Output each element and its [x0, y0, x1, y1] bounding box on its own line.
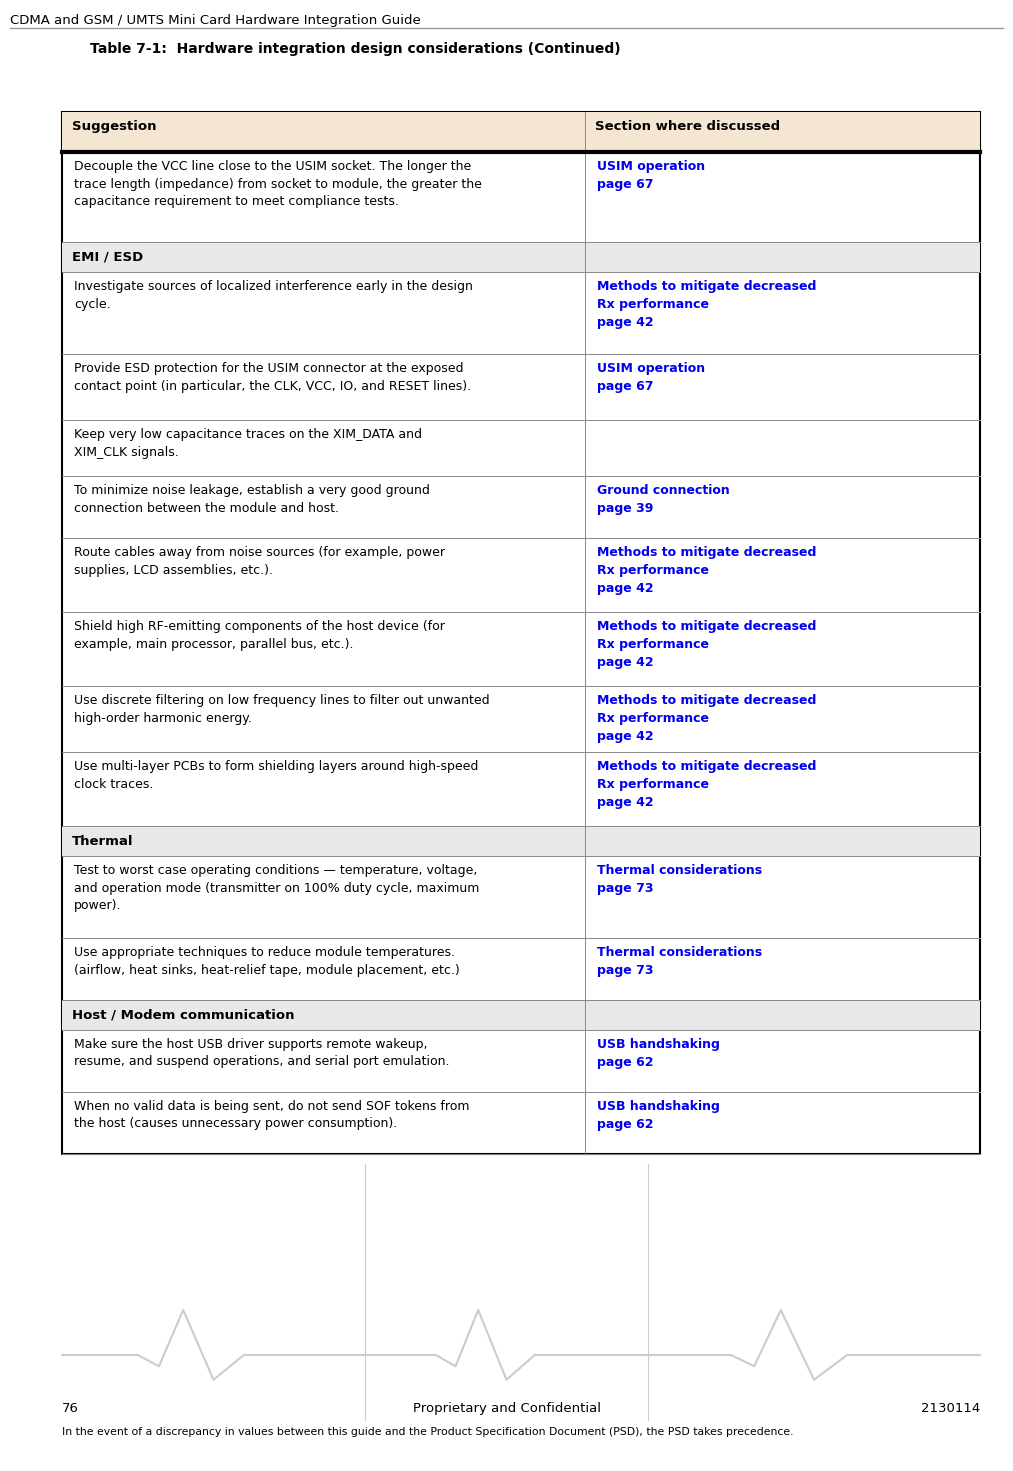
Text: Test to worst case operating conditions — temperature, voltage,
and operation mo: Test to worst case operating conditions … — [74, 863, 479, 912]
Text: Suggestion: Suggestion — [72, 121, 156, 132]
Text: Investigate sources of localized interference early in the design
cycle.: Investigate sources of localized interfe… — [74, 279, 473, 310]
Text: When no valid data is being sent, do not send SOF tokens from
the host (causes u: When no valid data is being sent, do not… — [74, 1100, 469, 1131]
Text: Use appropriate techniques to reduce module temperatures.
(airflow, heat sinks, : Use appropriate techniques to reduce mod… — [74, 946, 460, 977]
Text: 76: 76 — [62, 1402, 79, 1415]
Text: Table 7-1:  Hardware integration design considerations (Continued): Table 7-1: Hardware integration design c… — [90, 43, 621, 56]
Text: Methods to mitigate decreased
Rx performance
page 42: Methods to mitigate decreased Rx perform… — [597, 619, 816, 669]
Text: Section where discussed: Section where discussed — [595, 121, 780, 132]
Text: Methods to mitigate decreased
Rx performance
page 42: Methods to mitigate decreased Rx perform… — [597, 694, 816, 743]
Text: Thermal considerations
page 73: Thermal considerations page 73 — [597, 863, 762, 894]
Bar — [62, 112, 980, 152]
Text: Proprietary and Confidential: Proprietary and Confidential — [412, 1402, 601, 1415]
Text: Ground connection
page 39: Ground connection page 39 — [597, 484, 729, 515]
Text: USB handshaking
page 62: USB handshaking page 62 — [597, 1039, 720, 1069]
Text: Shield high RF-emitting components of the host device (for
example, main process: Shield high RF-emitting components of th… — [74, 619, 445, 650]
Bar — [62, 112, 980, 1155]
Text: Host / Modem communication: Host / Modem communication — [72, 1009, 295, 1021]
Text: Keep very low capacitance traces on the XIM_DATA and
XIM_CLK signals.: Keep very low capacitance traces on the … — [74, 428, 422, 459]
Text: Provide ESD protection for the USIM connector at the exposed
contact point (in p: Provide ESD protection for the USIM conn… — [74, 362, 471, 393]
Text: To minimize noise leakage, establish a very good ground
connection between the m: To minimize noise leakage, establish a v… — [74, 484, 430, 515]
Text: Methods to mitigate decreased
Rx performance
page 42: Methods to mitigate decreased Rx perform… — [597, 761, 816, 809]
Text: USIM operation
page 67: USIM operation page 67 — [597, 362, 705, 393]
Bar — [62, 1000, 980, 1030]
Bar — [62, 827, 980, 856]
Text: CDMA and GSM / UMTS Mini Card Hardware Integration Guide: CDMA and GSM / UMTS Mini Card Hardware I… — [10, 15, 420, 26]
Text: USIM operation
page 67: USIM operation page 67 — [597, 160, 705, 191]
Text: Decouple the VCC line close to the USIM socket. The longer the
trace length (imp: Decouple the VCC line close to the USIM … — [74, 160, 482, 207]
Text: Thermal considerations
page 73: Thermal considerations page 73 — [597, 946, 762, 977]
Text: 2130114: 2130114 — [921, 1402, 980, 1415]
Text: Make sure the host USB driver supports remote wakeup,
resume, and suspend operat: Make sure the host USB driver supports r… — [74, 1039, 450, 1068]
Text: Use multi-layer PCBs to form shielding layers around high-speed
clock traces.: Use multi-layer PCBs to form shielding l… — [74, 761, 478, 790]
Text: EMI / ESD: EMI / ESD — [72, 250, 143, 263]
Text: Route cables away from noise sources (for example, power
supplies, LCD assemblie: Route cables away from noise sources (fo… — [74, 546, 445, 577]
Text: In the event of a discrepancy in values between this guide and the Product Speci: In the event of a discrepancy in values … — [62, 1427, 793, 1437]
Bar — [62, 243, 980, 272]
Text: USB handshaking
page 62: USB handshaking page 62 — [597, 1100, 720, 1131]
Text: Methods to mitigate decreased
Rx performance
page 42: Methods to mitigate decreased Rx perform… — [597, 279, 816, 330]
Text: Thermal: Thermal — [72, 834, 134, 847]
Text: Use discrete filtering on low frequency lines to filter out unwanted
high-order : Use discrete filtering on low frequency … — [74, 694, 489, 725]
Text: Methods to mitigate decreased
Rx performance
page 42: Methods to mitigate decreased Rx perform… — [597, 546, 816, 594]
